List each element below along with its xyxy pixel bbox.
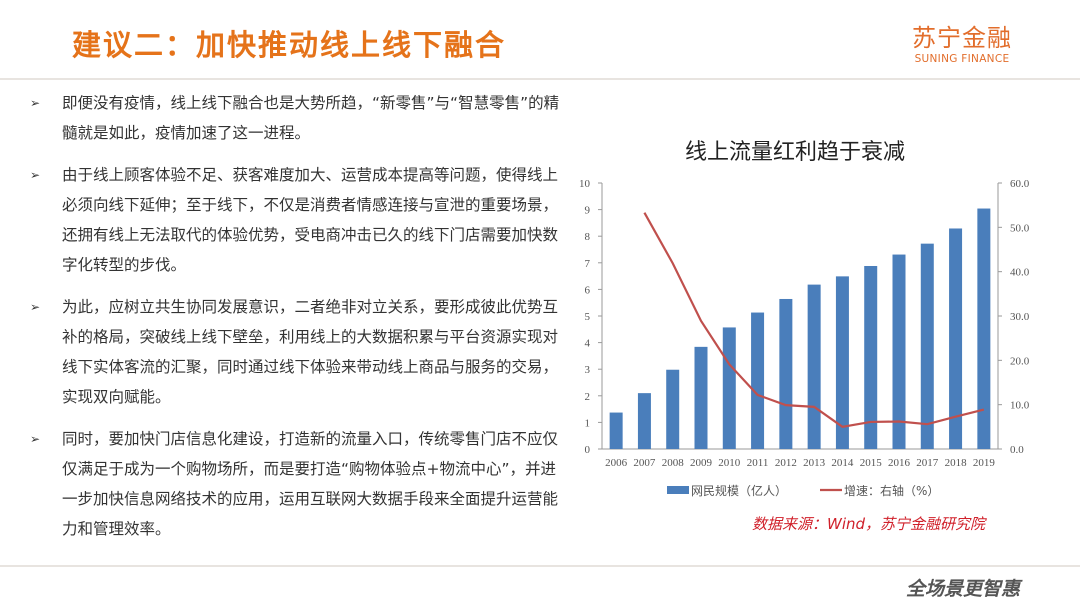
left-tick-label: 6: [585, 284, 591, 296]
bar: [864, 265, 878, 449]
left-tick-label: 8: [585, 231, 591, 243]
bullet-text: 由于线上顾客体验不足、获客难度加大、运营成本提高等问题，使得线上必须向线下延伸；…: [62, 166, 559, 274]
bar: [609, 412, 623, 449]
right-tick-label: 50.0: [1010, 222, 1030, 234]
bar: [722, 327, 736, 449]
left-tick-label: 7: [585, 258, 591, 270]
bullet-text: 为此，应树立共生协同发展意识，二者绝非对立关系，要形成彼此优势互补的格局，突破线…: [62, 298, 559, 406]
bar: [949, 228, 963, 449]
bar: [835, 276, 849, 449]
x-tick-label: 2016: [888, 457, 911, 469]
bullet-text: 同时，要加快门店信息化建设，打造新的流量入口，传统零售门店不应仅仅满足于成为一个…: [62, 430, 559, 538]
x-tick-label: 2013: [803, 457, 826, 469]
data-source: 数据来源：Wind，苏宁金融研究院: [752, 515, 986, 533]
x-tick-label: 2015: [860, 457, 883, 469]
bullet-item: ➢ 即便没有疫情，线上线下融合也是大势所趋，“新零售”与“智慧零售”的精髓就是如此…: [26, 88, 561, 148]
left-tick-label: 3: [585, 364, 591, 376]
footer-slogan: 全场景更智惠: [906, 578, 1021, 600]
x-tick-label: 2008: [662, 457, 685, 469]
bar: [807, 284, 821, 449]
x-tick-label: 2010: [718, 457, 741, 469]
bullet-item: ➢ 由于线上顾客体验不足、获客难度加大、运营成本提高等问题，使得线上必须向线下延伸…: [26, 160, 561, 280]
bar: [779, 298, 793, 449]
left-tick-label: 5: [585, 311, 591, 323]
left-tick-label: 2: [585, 391, 591, 403]
bullet-item: ➢ 为此，应树立共生协同发展意识，二者绝非对立关系，要形成彼此优势互补的格局，突破…: [26, 292, 561, 412]
x-tick-label: 2014: [831, 457, 854, 469]
bullet-list: ➢ 即便没有疫情，线上线下融合也是大势所趋，“新零售”与“智慧零售”的精髓就是如此…: [26, 88, 561, 556]
legend-bar-label: 网民规模（亿人）: [691, 483, 787, 498]
x-tick-label: 2017: [916, 457, 939, 469]
slide-title: 建议二：加快推动线上线下融合: [72, 28, 507, 62]
bar: [751, 312, 765, 449]
left-tick-label: 1: [585, 417, 591, 429]
right-tick-label: 20.0: [1010, 355, 1030, 367]
left-tick-label: 10: [579, 178, 591, 190]
logo-cn: 苏宁金融: [912, 24, 1012, 52]
footer-divider: [0, 565, 1080, 567]
bar: [666, 369, 680, 449]
left-tick-label: 0: [585, 444, 591, 456]
bullet-item: ➢ 同时，要加快门店信息化建设，打造新的流量入口，传统零售门店不应仅仅满足于成为一…: [26, 424, 561, 544]
left-tick-label: 4: [585, 338, 591, 350]
legend-line-label: 增速：右轴（%）: [844, 483, 939, 498]
bar: [694, 346, 708, 449]
chart-title: 线上流量红利趋于衰减: [684, 140, 905, 165]
x-tick-label: 2007: [633, 457, 656, 469]
x-tick-label: 2011: [747, 457, 769, 469]
x-tick-label: 2006: [605, 457, 628, 469]
bullet-text: 即便没有疫情，线上线下融合也是大势所趋，“新零售”与“智慧零售”的精髓就是如此，…: [62, 94, 560, 142]
legend-bar-swatch: [667, 486, 689, 494]
logo-en: SUNING FINANCE: [914, 53, 1010, 65]
right-tick-label: 40.0: [1010, 267, 1030, 279]
arrow-right-icon: ➢: [30, 300, 41, 314]
suning-finance-logo: 苏宁金融 SUNING FINANCE: [912, 18, 1012, 65]
right-tick-label: 60.0: [1010, 178, 1030, 190]
arrow-right-icon: ➢: [30, 96, 41, 110]
arrow-right-icon: ➢: [30, 168, 41, 182]
right-tick-label: 0.0: [1010, 444, 1024, 456]
x-tick-label: 2019: [973, 457, 996, 469]
bar: [637, 393, 651, 449]
bar: [920, 243, 934, 449]
right-tick-label: 10.0: [1010, 400, 1030, 412]
growth-line: [643, 212, 985, 428]
x-tick-label: 2018: [945, 457, 968, 469]
right-tick-label: 30.0: [1010, 311, 1030, 323]
arrow-right-icon: ➢: [30, 432, 41, 446]
header-divider: [0, 78, 1080, 80]
bar: [892, 254, 906, 449]
x-tick-label: 2009: [690, 457, 713, 469]
x-tick-label: 2012: [775, 457, 797, 469]
left-tick-label: 9: [585, 205, 591, 217]
bar: [977, 208, 991, 449]
